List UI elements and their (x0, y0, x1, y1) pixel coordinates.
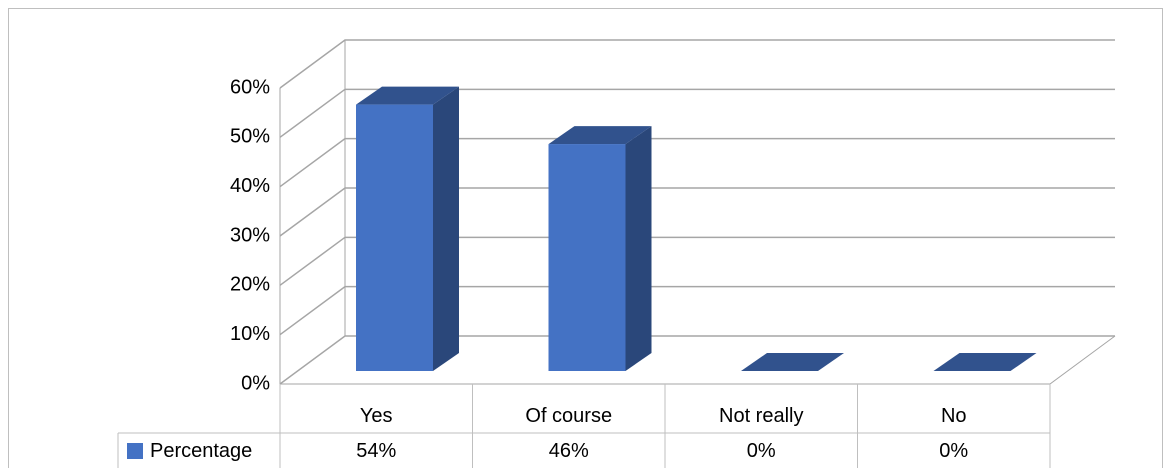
grid-line (279, 137, 1115, 188)
data-label: 0% (939, 440, 968, 462)
grid-line (279, 335, 1115, 385)
data-label: 0% (747, 440, 776, 462)
grid-line (279, 187, 1115, 237)
y-tick-label: 60% (230, 76, 270, 98)
x-tick-label: Yes (360, 405, 393, 427)
x-tick-label: Not really (719, 405, 803, 427)
bar (356, 104, 433, 371)
bar-top (933, 353, 1037, 371)
y-tick-label: 20% (230, 274, 270, 296)
y-tick-label: 10% (230, 323, 270, 345)
data-label: 46% (549, 440, 589, 462)
bar-top (741, 353, 844, 371)
grid-line (279, 236, 1115, 286)
grid-line (279, 88, 1115, 138)
legend-label: Percentage (150, 440, 252, 462)
bar (548, 144, 626, 371)
bar-top (356, 86, 459, 105)
y-tick-label: 40% (230, 175, 270, 197)
x-tick-label: No (941, 405, 967, 427)
bar-side (433, 86, 459, 371)
legend-swatch (127, 443, 143, 459)
bar-side (625, 126, 652, 371)
bar-top (548, 126, 652, 145)
grid-line (279, 285, 1115, 336)
y-tick-label: 0% (241, 372, 270, 394)
y-tick-label: 30% (230, 224, 270, 246)
x-tick-label: Of course (525, 405, 612, 427)
data-label: 54% (356, 440, 396, 462)
grid-line (279, 39, 1115, 89)
chart-border (8, 8, 1163, 468)
y-tick-label: 50% (230, 126, 270, 148)
